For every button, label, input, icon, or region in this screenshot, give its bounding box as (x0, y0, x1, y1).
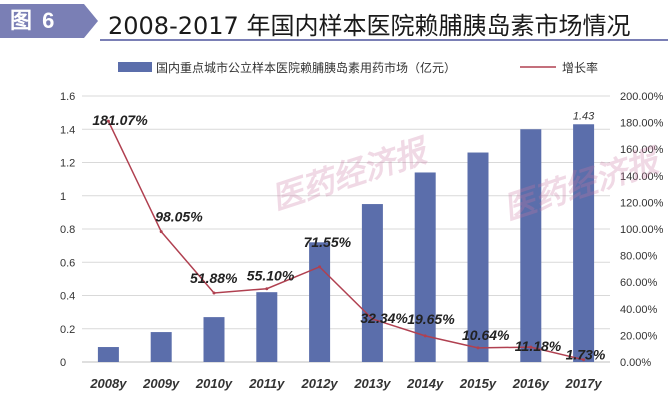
growth-rate-point (265, 287, 269, 291)
bar (573, 124, 595, 362)
growth-rate-point (476, 346, 480, 350)
y-left-tick-label: 0.2 (60, 324, 75, 336)
growth-rate-point (106, 119, 110, 123)
bar (256, 292, 278, 362)
bar (203, 317, 225, 362)
x-tick-label: 2011y (248, 376, 285, 391)
y-right-tick-label: 100.00% (620, 224, 664, 236)
growth-rate-value-label: 32.34% (360, 310, 408, 326)
growth-rate-value-label: 55.10% (247, 268, 295, 284)
y-right-tick-label: 40.00% (620, 304, 658, 316)
growth-rate-point (318, 265, 322, 269)
y-right-tick-label: 180.00% (620, 118, 664, 130)
x-tick-label: 2013y (353, 376, 391, 391)
growth-rate-value-label: 1.73% (566, 347, 606, 363)
growth-rate-line (107, 120, 584, 361)
y-right-tick-label: 60.00% (620, 277, 658, 289)
bar (361, 204, 383, 362)
growth-rate-point (529, 345, 533, 349)
bar (309, 242, 331, 362)
growth-rate-point (212, 291, 216, 295)
y-right-tick-label: 80.00% (620, 251, 658, 263)
y-left-tick-label: 0.6 (60, 257, 75, 269)
y-right-tick-label: 140.00% (620, 171, 664, 183)
growth-rate-value-label: 19.65% (407, 311, 455, 327)
growth-rate-value-label: 51.88% (190, 270, 238, 286)
title-bar: 图 6 2008-2017 年国内样本医院赖脯胰岛素市场情况 (0, 0, 668, 41)
growth-rate-value-label: 181.07% (92, 112, 148, 128)
x-tick-label: 2012y (301, 376, 339, 391)
growth-rate-value-label: 71.55% (304, 234, 352, 250)
y-right-tick-label: 120.00% (620, 197, 664, 209)
x-tick-label: 2014y (406, 376, 444, 391)
growth-rate-value-label: 10.64% (462, 327, 510, 343)
legend-label-line: 增长率 (562, 60, 598, 75)
growth-rate-point (423, 334, 427, 338)
bar (150, 332, 172, 362)
y-left-tick-label: 1.4 (60, 124, 75, 136)
y-left-tick-label: 0 (60, 357, 66, 369)
y-left-tick-label: 1.6 (60, 91, 75, 103)
title-divider (100, 39, 668, 41)
figure-badge: 图 6 (0, 4, 84, 38)
x-tick-label: 2016y (512, 376, 550, 391)
y-right-tick-label: 160.00% (620, 144, 664, 156)
growth-rate-value-label: 98.05% (155, 209, 203, 225)
y-left-tick-label: 0.4 (60, 291, 75, 303)
x-tick-label: 2017y (565, 376, 603, 391)
y-right-tick-label: 200.00% (620, 91, 664, 103)
y-right-tick-label: 20.00% (620, 330, 658, 342)
x-tick-label: 2008y (89, 376, 127, 391)
bar (97, 347, 119, 362)
y-right-tick-label: 0.00% (620, 357, 651, 369)
growth-rate-value-label: 11.18% (515, 338, 562, 354)
y-left-tick-label: 1.2 (60, 158, 75, 170)
growth-rate-point (582, 358, 586, 362)
legend-label-bar: 国内重点城市公立样本医院赖脯胰岛素用药市场（亿元） (156, 60, 456, 75)
page-title: 2008-2017 年国内样本医院赖脯胰岛素市场情况 (108, 12, 631, 40)
bar-value-label: 1.43 (573, 110, 595, 122)
x-tick-label: 2010y (195, 376, 233, 391)
bar (467, 152, 489, 362)
x-tick-label: 2009y (142, 376, 180, 391)
badge-arrow (84, 4, 98, 38)
y-left-tick-label: 0.8 (60, 224, 75, 236)
growth-rate-point (159, 230, 163, 234)
legend-swatch-bar (118, 62, 152, 72)
y-left-tick-label: 1 (60, 191, 66, 203)
growth-rate-point (370, 317, 374, 321)
bar (520, 129, 542, 362)
x-tick-label: 2015y (459, 376, 497, 391)
bar (414, 172, 436, 362)
